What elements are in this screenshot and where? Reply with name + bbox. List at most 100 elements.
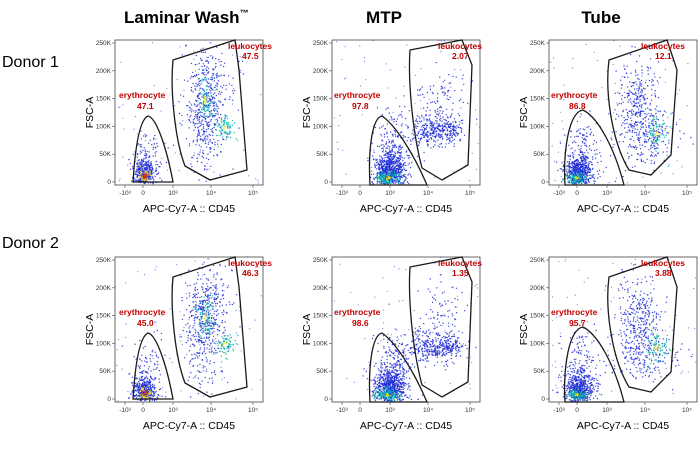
event-dot: [439, 120, 441, 122]
event-dot: [574, 178, 576, 180]
event-dot: [626, 118, 628, 121]
event-dot: [193, 283, 195, 285]
event-dot: [592, 176, 594, 179]
event-dot: [388, 165, 390, 167]
event-dot: [380, 172, 383, 174]
event-dot: [399, 105, 401, 108]
event-dot: [145, 388, 148, 390]
event-dot: [458, 100, 461, 102]
erythrocyte-gate[interactable]: [132, 115, 174, 183]
event-dot: [459, 121, 461, 123]
event-dot: [153, 384, 155, 387]
event-dot: [569, 172, 571, 174]
event-dot: [152, 155, 154, 157]
event-dot: [192, 119, 195, 121]
event-dot: [653, 155, 656, 157]
event-dot: [136, 166, 138, 168]
event-dot: [659, 110, 661, 112]
event-dot: [382, 125, 384, 127]
event-dot: [572, 58, 574, 60]
event-dot: [213, 124, 216, 126]
event-dot: [226, 133, 229, 135]
event-dot: [441, 135, 443, 138]
event-dot: [144, 182, 146, 185]
event-dot: [580, 148, 582, 150]
event-dot: [154, 364, 156, 366]
event-dot: [135, 393, 138, 396]
event-dot: [445, 133, 447, 136]
event-dot: [205, 128, 208, 131]
event-dot: [628, 110, 630, 112]
event-dot: [568, 182, 570, 184]
event-dot: [197, 73, 200, 75]
event-dot: [135, 173, 137, 175]
event-dot: [381, 159, 384, 161]
event-dot: [144, 396, 146, 398]
event-dot: [407, 157, 410, 160]
event-dot: [150, 377, 153, 380]
event-dot: [440, 142, 443, 145]
event-dot: [158, 171, 160, 173]
event-dot: [666, 151, 668, 153]
event-dot: [611, 138, 613, 141]
event-dot: [447, 137, 450, 140]
event-dot: [140, 161, 143, 163]
event-dot: [387, 183, 389, 185]
event-dot: [592, 158, 594, 160]
event-dot: [634, 165, 636, 168]
event-dot: [647, 140, 650, 142]
event-dot: [396, 159, 399, 161]
event-dot: [122, 117, 124, 119]
event-dot: [662, 114, 664, 116]
event-dot: [656, 117, 658, 120]
event-dot: [188, 101, 190, 103]
event-dot: [388, 112, 391, 114]
event-dot: [135, 386, 138, 388]
event-dot: [142, 379, 145, 381]
event-dot: [641, 69, 643, 71]
erythrocyte-gate-label: erythrocyte: [334, 90, 381, 100]
event-dot: [453, 145, 455, 148]
event-dot: [652, 120, 655, 123]
event-dot: [644, 81, 647, 84]
event-dot: [142, 392, 144, 394]
event-dot: [371, 170, 373, 172]
leukocyte-gate[interactable]: [171, 39, 248, 181]
event-dot: [436, 97, 439, 99]
event-dot: [153, 387, 155, 389]
event-dot: [629, 145, 632, 147]
event-dot: [447, 126, 450, 128]
event-dot: [643, 133, 646, 135]
event-dot: [614, 82, 616, 85]
event-dot: [403, 95, 405, 97]
event-dot: [570, 170, 573, 173]
event-dot: [572, 156, 575, 158]
event-dot: [453, 118, 456, 120]
event-dot: [196, 138, 198, 141]
event-dot: [639, 112, 642, 115]
event-dot: [628, 94, 630, 97]
event-dot: [394, 131, 397, 133]
event-dot: [344, 46, 346, 48]
event-dot: [153, 84, 155, 87]
event-dot: [232, 92, 235, 94]
event-dot: [638, 108, 640, 110]
event-dot: [205, 340, 207, 342]
event-dot: [571, 164, 574, 166]
event-dot: [183, 89, 185, 91]
event-dot: [378, 145, 380, 148]
event-dot: [621, 115, 623, 117]
x-axis-label: APC-Cy7-A :: CD45: [577, 203, 669, 215]
event-dot: [378, 172, 380, 175]
event-dot: [573, 140, 575, 143]
event-dot: [384, 173, 387, 175]
event-dot: [444, 92, 446, 94]
event-dot: [220, 60, 222, 63]
event-dot: [196, 296, 199, 298]
event-dot: [160, 163, 163, 165]
event-dot: [572, 141, 574, 144]
event-dot: [637, 74, 639, 76]
event-dot: [448, 121, 450, 123]
leukocyte-gate-value: 47.5: [242, 51, 259, 61]
leukocyte-gate-label: leukocytes: [438, 41, 482, 51]
